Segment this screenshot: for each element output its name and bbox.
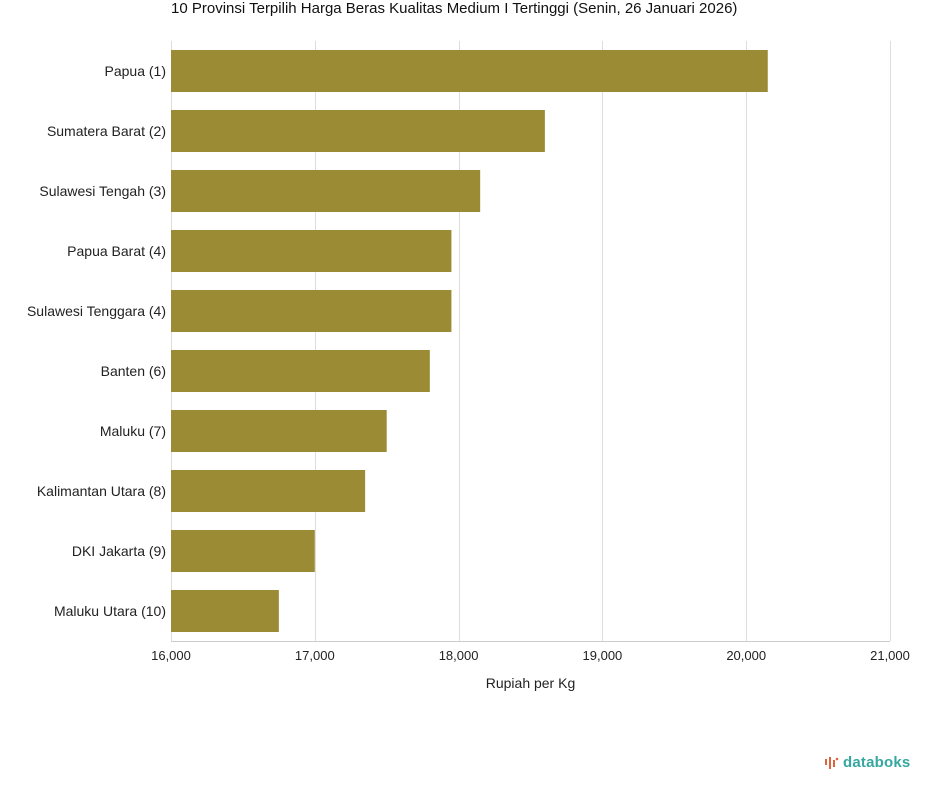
category-label: DKI Jakarta (9)	[72, 543, 166, 559]
chart-title: 10 Provinsi Terpilih Harga Beras Kualita…	[171, 0, 738, 17]
category-labels: Papua (1) Sumatera Barat (2) Sulawesi Teng…	[27, 63, 166, 619]
bar	[171, 350, 430, 392]
x-tick-label: 19,000	[583, 648, 623, 663]
bar	[171, 410, 387, 452]
x-tick-label: 16,000	[151, 648, 191, 663]
category-label: Sulawesi Tengah (3)	[39, 183, 166, 199]
x-tick-label: 20,000	[726, 648, 766, 663]
bar	[171, 110, 545, 152]
databoks-logo: databoks	[824, 754, 910, 771]
bar	[171, 50, 768, 92]
x-axis-title: Rupiah per Kg	[486, 675, 576, 691]
bar	[171, 590, 279, 632]
category-label: Kalimantan Utara (8)	[37, 483, 166, 499]
brand-name: databoks	[843, 754, 911, 771]
category-label: Maluku (7)	[100, 423, 166, 439]
databoks-logo-icon	[825, 756, 839, 769]
x-tick-labels: 16,000 17,000 18,000 19,000 20,000 21,000	[151, 648, 910, 663]
bar	[171, 530, 315, 572]
bar	[171, 470, 366, 512]
x-tick-label: 18,000	[439, 648, 479, 663]
bar	[171, 170, 481, 212]
category-label: Papua Barat (4)	[67, 243, 166, 259]
category-label: Papua (1)	[105, 63, 166, 79]
category-label: Sulawesi Tenggara (4)	[27, 303, 166, 319]
bar	[171, 290, 452, 332]
bar	[171, 230, 452, 272]
bars	[171, 50, 768, 632]
x-tick-label: 21,000	[870, 648, 910, 663]
x-tick-label: 17,000	[295, 648, 335, 663]
category-label: Maluku Utara (10)	[54, 603, 166, 619]
category-label: Sumatera Barat (2)	[47, 123, 166, 139]
category-label: Banten (6)	[101, 363, 166, 379]
